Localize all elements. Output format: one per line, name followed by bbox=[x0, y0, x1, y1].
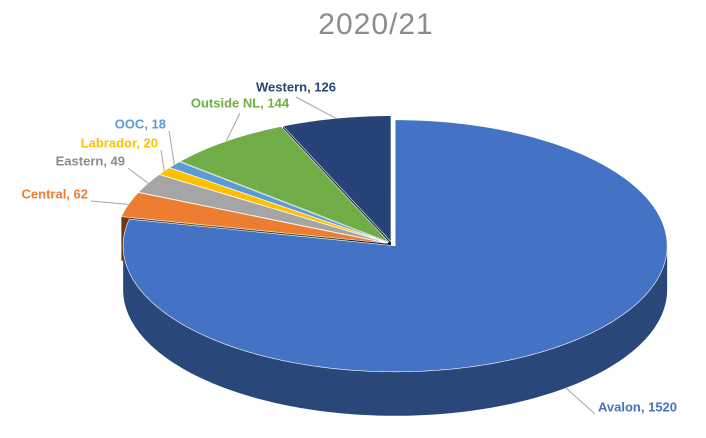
pie-slice bbox=[122, 119, 668, 373]
leader-line bbox=[90, 200, 129, 205]
data-label: Eastern, 49 bbox=[56, 153, 125, 168]
pie-slice bbox=[137, 174, 388, 244]
leader-line bbox=[168, 130, 175, 165]
pie-side bbox=[123, 245, 668, 416]
pie-slice bbox=[168, 161, 389, 243]
data-label: Central, 62 bbox=[22, 186, 88, 201]
leader-line bbox=[160, 149, 165, 172]
data-label: Avalon, 1520 bbox=[598, 399, 677, 414]
data-label: OOC, 18 bbox=[115, 116, 166, 131]
leader-line bbox=[127, 167, 149, 184]
pie bbox=[120, 115, 668, 416]
pie-slice bbox=[282, 115, 392, 243]
data-label: Labrador, 20 bbox=[81, 135, 158, 150]
pie-slice bbox=[120, 192, 388, 244]
leader-line bbox=[565, 387, 596, 415]
data-label: Outside NL, 144 bbox=[191, 95, 290, 110]
data-label: Western, 126 bbox=[256, 79, 336, 94]
leader-line bbox=[295, 96, 337, 119]
chart-title: 2020/21 bbox=[318, 8, 433, 41]
leader-line bbox=[225, 112, 241, 142]
